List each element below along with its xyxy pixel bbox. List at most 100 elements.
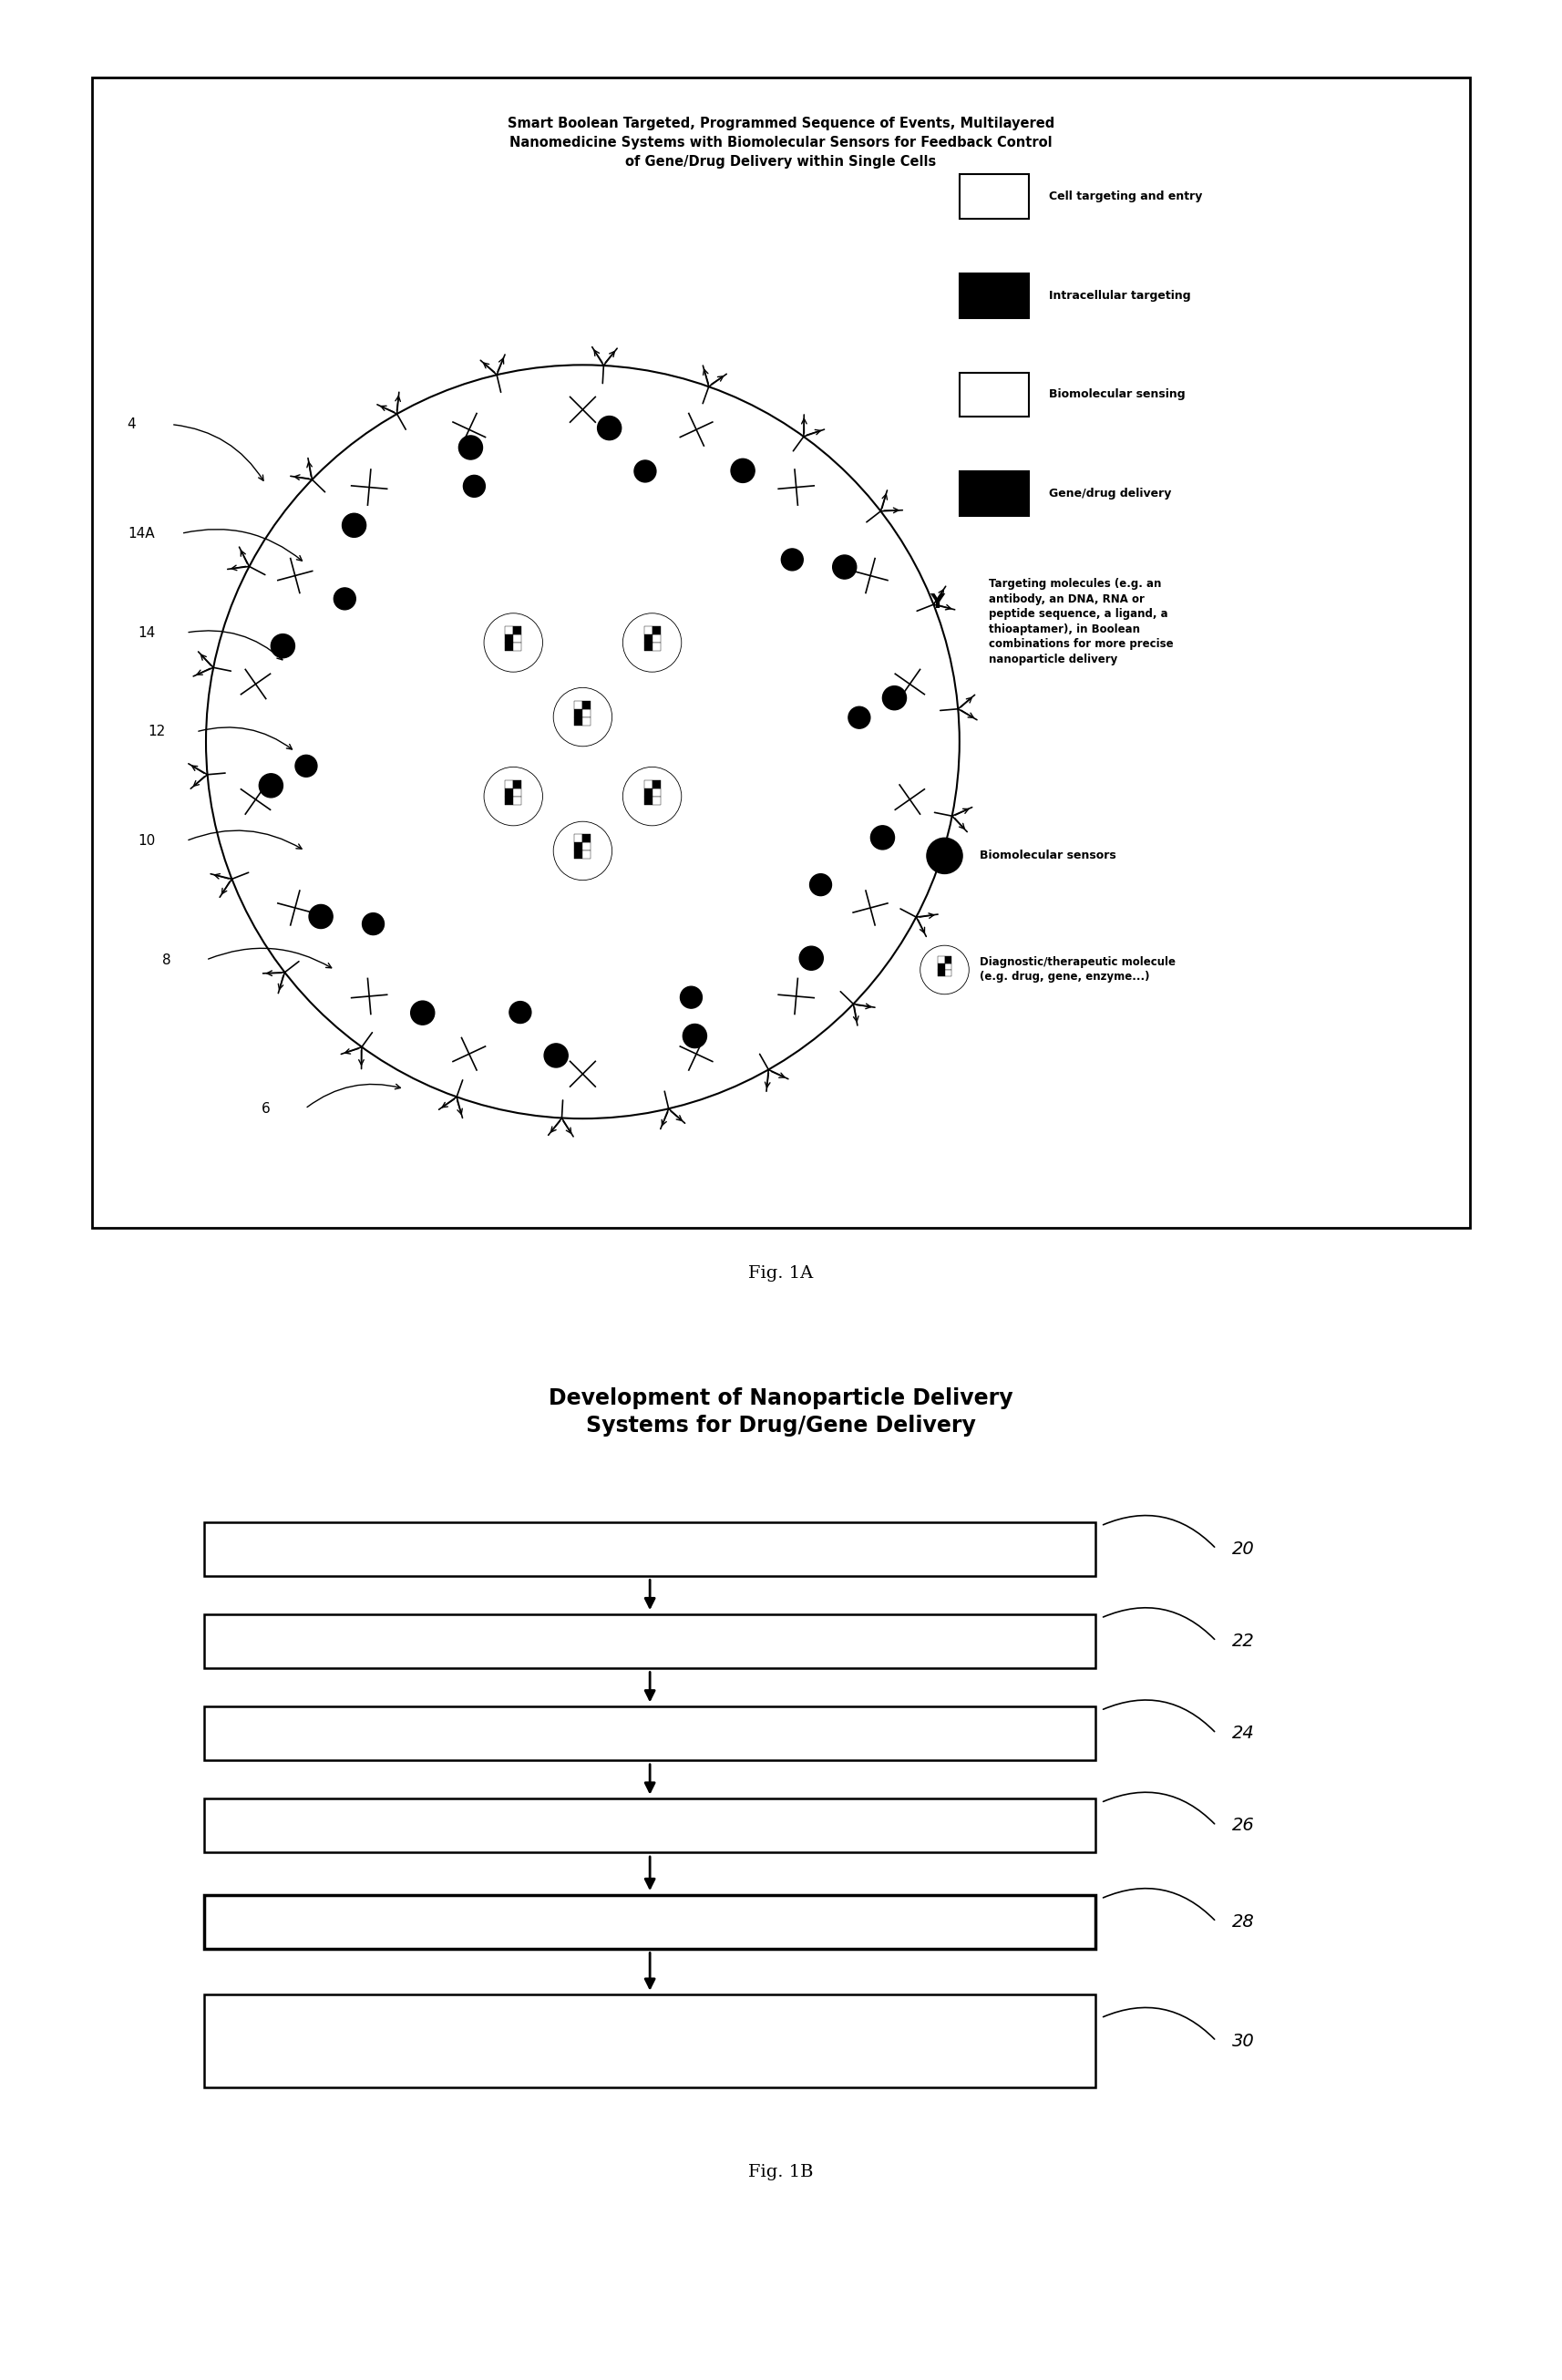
Bar <box>514 797 522 804</box>
Text: Development of Nanoparticle Delivery
Systems for Drug/Gene Delivery: Development of Nanoparticle Delivery Sys… <box>548 1388 1014 1435</box>
Bar <box>205 1799 1095 1852</box>
Bar <box>575 835 583 843</box>
Circle shape <box>870 826 895 850</box>
Text: 28: 28 <box>1232 1914 1254 1930</box>
Bar <box>514 781 522 788</box>
Bar <box>959 274 1029 319</box>
Bar <box>651 635 661 643</box>
Circle shape <box>259 774 283 797</box>
Circle shape <box>848 707 870 728</box>
Circle shape <box>800 947 823 971</box>
Text: Gene/drug delivery: Gene/drug delivery <box>1048 488 1172 500</box>
Bar <box>514 626 522 635</box>
Bar <box>644 788 651 797</box>
Bar <box>959 471 1029 516</box>
Circle shape <box>484 766 544 826</box>
Circle shape <box>464 476 486 497</box>
Text: Fig. 1A: Fig. 1A <box>748 1266 814 1280</box>
Bar <box>644 626 651 635</box>
Circle shape <box>342 514 366 538</box>
Bar <box>205 1894 1095 1949</box>
Bar <box>651 643 661 650</box>
Circle shape <box>809 873 831 895</box>
Bar <box>505 788 514 797</box>
Bar <box>575 843 583 852</box>
Circle shape <box>926 838 962 873</box>
Bar <box>937 964 945 971</box>
Bar <box>505 626 514 635</box>
Bar <box>505 781 514 788</box>
Text: 24: 24 <box>1232 1726 1254 1742</box>
Text: 4: 4 <box>127 416 136 431</box>
Bar <box>505 635 514 643</box>
Bar <box>644 643 651 650</box>
Bar <box>651 788 661 797</box>
Text: Basic nanoparticle construction: Basic nanoparticle construction <box>540 1542 761 1557</box>
Circle shape <box>434 593 731 890</box>
Bar <box>644 797 651 804</box>
Circle shape <box>681 985 701 1009</box>
Bar <box>514 643 522 650</box>
Text: Addition of molecular biosensors: Addition of molecular biosensors <box>536 1818 764 1833</box>
Text: 20: 20 <box>1232 1540 1254 1557</box>
Circle shape <box>634 459 656 483</box>
Circle shape <box>781 550 803 571</box>
Bar <box>575 700 583 709</box>
Bar <box>575 716 583 726</box>
Bar <box>937 971 945 976</box>
Circle shape <box>883 685 906 709</box>
Bar <box>583 700 590 709</box>
Circle shape <box>362 914 384 935</box>
Bar <box>651 797 661 804</box>
Bar <box>505 643 514 650</box>
Bar <box>205 1614 1095 1668</box>
Bar <box>514 635 522 643</box>
Circle shape <box>370 528 797 954</box>
Circle shape <box>553 688 612 747</box>
Text: 6: 6 <box>261 1102 270 1116</box>
Bar <box>583 852 590 859</box>
Bar <box>651 781 661 788</box>
Bar <box>959 174 1029 219</box>
Bar <box>205 1706 1095 1761</box>
Circle shape <box>598 416 622 440</box>
Text: Intracellular targeting: Intracellular targeting <box>1048 290 1190 302</box>
Bar <box>651 626 661 635</box>
Circle shape <box>270 633 295 657</box>
Circle shape <box>544 1042 569 1066</box>
Bar <box>945 957 951 964</box>
Text: Nanoparticle biocompatibility coatings: Nanoparticle biocompatibility coatings <box>515 1635 784 1647</box>
Text: Diagnostic/therapeutic molecule
(e.g. drug, gene, enzyme...): Diagnostic/therapeutic molecule (e.g. dr… <box>979 957 1175 983</box>
Circle shape <box>622 614 683 674</box>
Bar <box>959 371 1029 416</box>
Text: 22: 22 <box>1232 1633 1254 1649</box>
Bar <box>583 835 590 843</box>
Bar <box>514 788 522 797</box>
Text: Biomolecular sensors: Biomolecular sensors <box>979 850 1115 862</box>
Text: 14A: 14A <box>128 526 155 540</box>
Circle shape <box>334 588 356 609</box>
Bar <box>945 964 951 971</box>
Bar <box>575 709 583 716</box>
Circle shape <box>411 1002 434 1026</box>
Circle shape <box>509 1002 531 1023</box>
Text: Addition of drug or gene delivery molecules: Addition of drug or gene delivery molecu… <box>497 1726 803 1740</box>
Circle shape <box>833 555 856 578</box>
Text: Targeting molecules (e.g. an
antibody, an DNA, RNA or
peptide sequence, a ligand: Targeting molecules (e.g. an antibody, a… <box>989 578 1175 664</box>
Text: 8: 8 <box>162 952 170 966</box>
Circle shape <box>286 445 879 1040</box>
Text: Y: Y <box>929 593 945 612</box>
Bar <box>505 797 514 804</box>
Bar <box>583 716 590 726</box>
Text: Biomolecular sensing: Biomolecular sensing <box>1048 388 1186 400</box>
Bar <box>945 971 951 976</box>
Text: Smart Boolean Targeted, Programmed Sequence of Events, Multilayered
Nanomedicine: Smart Boolean Targeted, Programmed Seque… <box>508 117 1054 169</box>
Circle shape <box>295 754 317 776</box>
Text: Addition of cell targeting/intracellular targeting molecules: Addition of cell targeting/intracellular… <box>420 1916 879 1928</box>
Text: 30: 30 <box>1232 2033 1254 2049</box>
Circle shape <box>553 821 612 881</box>
Circle shape <box>484 614 544 674</box>
Text: 14: 14 <box>137 626 155 640</box>
Circle shape <box>325 483 840 1000</box>
Bar <box>644 781 651 788</box>
